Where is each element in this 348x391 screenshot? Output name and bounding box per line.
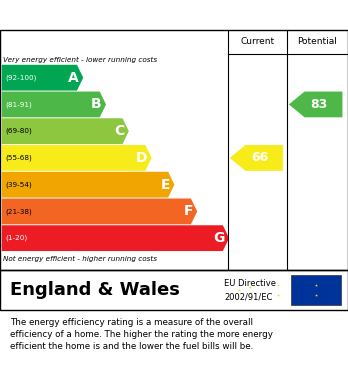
Polygon shape	[2, 199, 197, 224]
Text: (21-38): (21-38)	[5, 208, 32, 215]
Text: F: F	[183, 204, 193, 219]
Text: 66: 66	[251, 151, 268, 165]
Polygon shape	[2, 225, 229, 251]
Polygon shape	[2, 118, 129, 144]
Polygon shape	[2, 65, 83, 91]
Text: Energy Efficiency Rating: Energy Efficiency Rating	[7, 7, 209, 23]
Polygon shape	[2, 172, 174, 197]
Text: G: G	[213, 231, 225, 245]
Text: C: C	[114, 124, 125, 138]
Text: The energy efficiency rating is a measure of the overall
efficiency of a home. T: The energy efficiency rating is a measur…	[10, 318, 273, 352]
Text: England & Wales: England & Wales	[10, 281, 180, 299]
Text: Very energy efficient - lower running costs: Very energy efficient - lower running co…	[3, 57, 158, 63]
Text: (81-91): (81-91)	[5, 101, 32, 108]
Text: B: B	[91, 97, 102, 111]
Polygon shape	[230, 145, 283, 171]
Text: (55-68): (55-68)	[5, 155, 32, 161]
Text: (69-80): (69-80)	[5, 128, 32, 135]
Text: 83: 83	[310, 98, 328, 111]
Text: A: A	[68, 71, 79, 85]
Bar	[291, 275, 341, 305]
Text: (39-54): (39-54)	[5, 181, 32, 188]
Text: E: E	[160, 178, 170, 192]
Text: EU Directive: EU Directive	[224, 280, 276, 289]
Text: Potential: Potential	[298, 38, 338, 47]
Text: Current: Current	[240, 38, 275, 47]
Text: (1-20): (1-20)	[5, 235, 27, 241]
Text: Not energy efficient - higher running costs: Not energy efficient - higher running co…	[3, 256, 158, 262]
Text: 2002/91/EC: 2002/91/EC	[224, 293, 273, 302]
Polygon shape	[289, 91, 342, 117]
Text: D: D	[136, 151, 147, 165]
Polygon shape	[2, 145, 152, 171]
Polygon shape	[2, 91, 106, 117]
Text: (92-100): (92-100)	[5, 74, 37, 81]
